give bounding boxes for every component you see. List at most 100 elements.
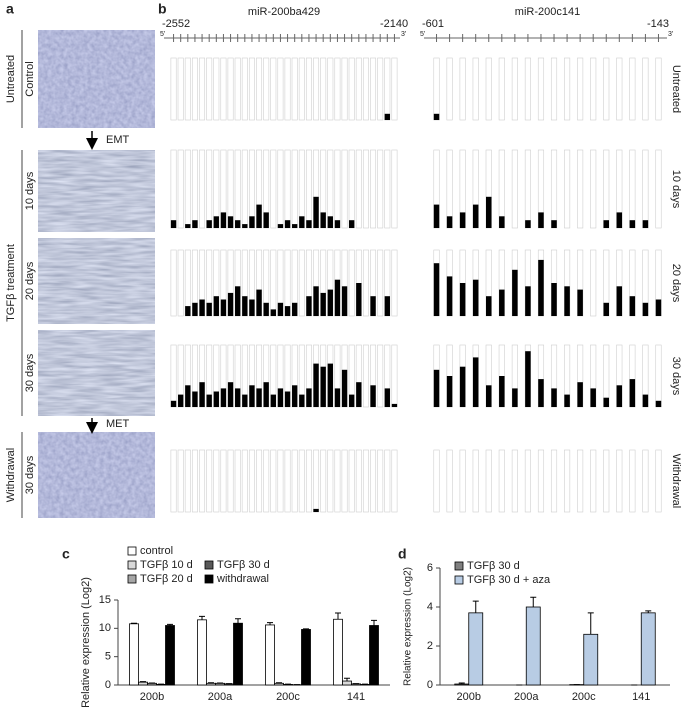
methylation-bar — [356, 382, 362, 407]
cpg-column — [384, 57, 391, 121]
cpg-column — [327, 449, 334, 513]
methylation-bar — [446, 216, 453, 228]
bar — [583, 633, 599, 686]
cpg-column — [284, 449, 291, 513]
methylation-bar — [551, 388, 557, 407]
cpg-column — [603, 449, 610, 513]
cpg-column — [511, 149, 518, 229]
error-bar — [335, 612, 341, 620]
cpg-column — [655, 344, 662, 408]
cpg-column — [446, 449, 453, 513]
methylation-bar — [433, 369, 440, 407]
cpg-column — [642, 57, 649, 121]
cpg-column — [524, 449, 531, 513]
cpg-column — [220, 449, 227, 513]
methylation-bar — [263, 212, 269, 228]
cpg-column — [334, 149, 341, 229]
cpg-column — [298, 57, 305, 121]
cpg-column — [291, 57, 298, 121]
methylation-bar — [334, 388, 341, 407]
cpg-column — [191, 57, 198, 121]
condition-label: 30 days — [670, 357, 682, 396]
cpg-column — [472, 57, 479, 121]
methylation-bar — [220, 299, 227, 316]
methylation-bar — [370, 296, 376, 316]
micrograph — [38, 330, 155, 416]
y-tick-label: 2 — [427, 640, 433, 652]
methylation-bar — [642, 220, 649, 228]
cpg-column — [355, 449, 362, 513]
methylation-bar — [213, 391, 219, 407]
methylation-bar — [242, 296, 248, 316]
methylation-bar — [213, 296, 219, 316]
legend-swatch — [454, 561, 464, 571]
methylation-bar — [263, 302, 269, 316]
methylation-bar — [384, 388, 390, 407]
three-prime: 3' — [668, 31, 673, 38]
panel-label: b — [158, 1, 167, 17]
methylation-bar — [227, 382, 234, 407]
cpg-column — [284, 149, 291, 229]
cpg-column — [206, 449, 213, 513]
cpg-column — [234, 149, 241, 229]
methylation-bar — [299, 216, 305, 228]
methylation-bar — [616, 385, 623, 407]
cpg-column — [327, 57, 334, 121]
region-start: -2552 — [162, 18, 190, 30]
methylation-bar — [499, 289, 505, 316]
image-label: 10 days — [24, 171, 36, 210]
cpg-column — [577, 149, 584, 229]
cpg-column — [472, 449, 479, 513]
cpg-column — [334, 57, 341, 121]
cpg-column — [177, 57, 184, 121]
image-label: Control — [24, 61, 36, 96]
cpg-column — [206, 149, 213, 229]
methylation-bar — [277, 224, 284, 228]
cpg-column — [642, 449, 649, 513]
methylation-bar — [391, 403, 398, 407]
methylation-bar — [206, 302, 212, 316]
methylation-bar — [551, 283, 557, 316]
methylation-bar — [327, 289, 333, 316]
cpg-column — [177, 149, 184, 229]
methylation-bar — [629, 220, 636, 228]
methylation-bar — [270, 309, 276, 316]
cpg-column — [213, 449, 220, 513]
methylation-bar — [220, 212, 227, 228]
x-tick-label: 200b — [457, 691, 481, 703]
error-bar — [458, 682, 465, 685]
methylation-bar — [242, 224, 248, 228]
bar — [454, 683, 470, 686]
methylation-bar — [284, 391, 291, 407]
methylation-bar — [384, 113, 390, 120]
cpg-column — [241, 149, 248, 229]
error-bar — [472, 600, 479, 613]
legend-swatch — [127, 546, 137, 556]
bar — [274, 682, 284, 686]
cpg-column — [305, 57, 312, 121]
methylation-bar — [356, 283, 362, 316]
methylation-bar — [629, 296, 636, 316]
cpg-column — [564, 149, 571, 229]
x-tick-label: 141 — [347, 691, 365, 703]
methylation-bar — [538, 212, 544, 228]
cpg-column — [629, 449, 636, 513]
methylation-bar — [249, 385, 255, 407]
cpg-column — [227, 449, 234, 513]
cpg-column — [213, 57, 220, 121]
cpg-column — [577, 57, 584, 121]
cpg-column — [590, 57, 597, 121]
cpg-column — [590, 249, 597, 317]
cpg-column — [537, 57, 545, 121]
cpg-column — [485, 449, 492, 513]
methylation-bar — [249, 299, 255, 316]
methylation-bar — [242, 394, 248, 407]
cpg-column — [433, 449, 440, 513]
methylation-bar — [512, 269, 518, 316]
micrograph — [38, 30, 155, 128]
methylation-bar — [178, 394, 184, 407]
bar — [147, 682, 157, 686]
cpg-column — [270, 449, 277, 513]
cpg-column — [391, 449, 398, 513]
methylation-bar — [199, 299, 205, 316]
